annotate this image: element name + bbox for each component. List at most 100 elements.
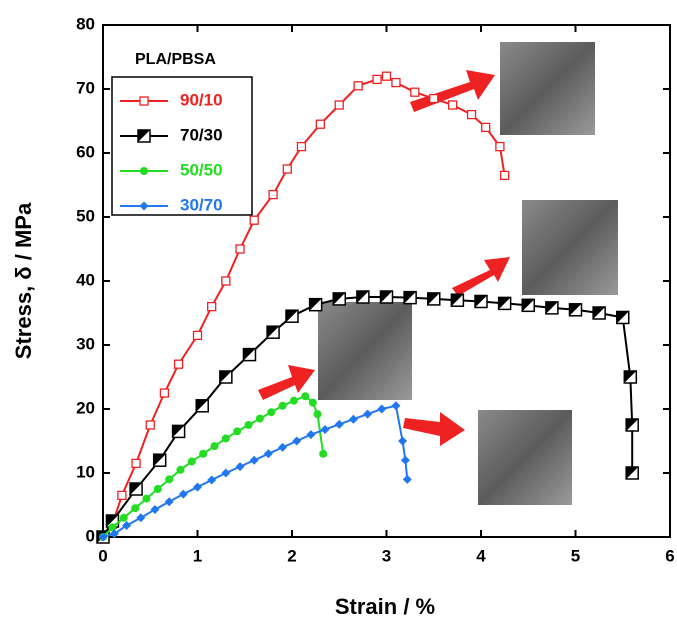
marker-half [626, 419, 639, 431]
marker [98, 532, 108, 542]
marker [145, 420, 155, 430]
marker [199, 449, 208, 458]
marker [153, 485, 162, 493]
y-tick-label: 20 [76, 398, 95, 417]
marker [136, 513, 146, 523]
marker [249, 215, 259, 225]
marker [173, 359, 184, 369]
marker [313, 410, 322, 419]
marker [195, 399, 209, 413]
marker [497, 296, 512, 311]
y-tick-label: 60 [76, 142, 95, 161]
marker [140, 167, 148, 175]
marker [187, 457, 196, 466]
marker [221, 434, 230, 443]
marker [320, 424, 330, 434]
marker-half [219, 371, 232, 383]
x-tick-label: 0 [98, 546, 107, 565]
marker [315, 119, 326, 129]
marker [122, 520, 132, 530]
marker [255, 414, 264, 423]
x-tick-label: 6 [665, 546, 674, 565]
marker [221, 468, 231, 478]
marker-half [356, 291, 369, 303]
marker-half [626, 467, 639, 479]
marker [267, 408, 276, 417]
marker [616, 310, 630, 325]
marker [282, 164, 292, 174]
marker [353, 81, 363, 91]
marker [278, 442, 288, 452]
marker [266, 325, 280, 339]
marker [334, 100, 344, 110]
marker [466, 109, 477, 120]
marker [427, 292, 441, 306]
marker-half [451, 294, 464, 307]
marker [263, 449, 273, 459]
marker [131, 504, 140, 513]
marker-half [333, 292, 346, 305]
marker-half [593, 307, 606, 319]
marker-half [498, 297, 511, 310]
marker [356, 290, 370, 304]
marker [142, 494, 151, 503]
x-tick-label: 5 [571, 546, 580, 565]
marker-half [309, 298, 322, 311]
marker-half [624, 371, 637, 383]
x-tick-label: 4 [476, 546, 486, 565]
marker [242, 347, 257, 362]
marker [381, 71, 392, 81]
y-tick-label: 10 [76, 462, 95, 481]
marker-half [427, 292, 440, 305]
x-tick-label: 2 [287, 546, 296, 565]
marker [129, 482, 143, 496]
legend-title: PLA/PBSA [135, 51, 216, 68]
marker [176, 465, 185, 474]
marker [495, 141, 505, 152]
marker-half [130, 483, 143, 495]
marker [244, 421, 253, 429]
marker-half [569, 303, 582, 316]
marker [207, 475, 217, 485]
x-axis-label: Strain / % [335, 594, 435, 619]
marker [398, 436, 408, 446]
marker [379, 290, 394, 304]
marker [521, 298, 535, 313]
legend-box [111, 76, 253, 216]
marker [152, 453, 167, 467]
marker [450, 293, 465, 307]
marker [447, 100, 458, 110]
marker [402, 474, 412, 484]
marker [249, 455, 259, 465]
marker [193, 482, 202, 492]
marker [363, 409, 373, 419]
marker [400, 455, 410, 465]
marker [319, 449, 328, 458]
marker [268, 189, 278, 200]
marker [165, 475, 174, 484]
marker-half [138, 130, 150, 142]
marker [625, 466, 639, 480]
marker [481, 122, 491, 133]
marker [192, 330, 203, 341]
marker [219, 370, 233, 384]
sem-images [318, 42, 618, 505]
marker [410, 87, 420, 97]
marker [308, 398, 317, 407]
y-tick-label: 70 [76, 78, 95, 97]
marker [568, 303, 583, 317]
marker [301, 392, 310, 401]
marker [235, 462, 245, 472]
y-tick-label: 50 [76, 206, 95, 225]
marker [391, 401, 401, 411]
y-tick-label: 0 [86, 526, 95, 545]
marker [109, 529, 119, 539]
marker [377, 404, 387, 414]
marker [625, 418, 639, 432]
marker [391, 77, 401, 88]
marker [429, 93, 439, 104]
marker [623, 370, 638, 384]
marker [334, 419, 344, 429]
marker [289, 396, 298, 405]
